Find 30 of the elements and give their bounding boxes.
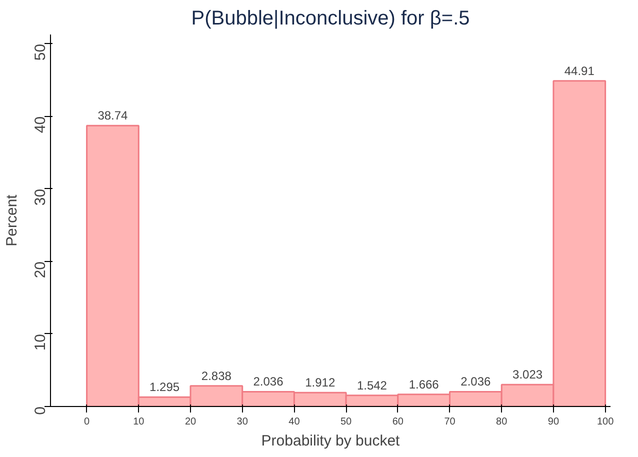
data-label: 2.838 xyxy=(201,368,232,383)
y-tick-label: 50 xyxy=(32,44,49,61)
data-label: 1.666 xyxy=(408,377,440,392)
data-label: 1.912 xyxy=(305,376,336,390)
x-tick-label: 40 xyxy=(288,416,300,428)
x-tick-label: 10 xyxy=(133,416,145,428)
data-label: 2.036 xyxy=(460,374,492,389)
data-label: 2.036 xyxy=(253,374,284,389)
data-label: 38.74 xyxy=(98,108,128,123)
x-axis-title: Probability by bucket xyxy=(261,432,401,450)
x-tick-label: 20 xyxy=(184,416,196,428)
y-tick-label: 10 xyxy=(32,334,49,351)
y-tick-label: 20 xyxy=(32,261,49,278)
data-label: 1.542 xyxy=(356,378,388,392)
chart-title: P(Bubble|Inconclusive) for β=.5 xyxy=(191,8,470,30)
x-tick-label: 70 xyxy=(444,416,456,428)
y-tick-label: 40 xyxy=(32,116,49,134)
y-axis-title: Percent xyxy=(4,194,20,246)
y-tick-label: 30 xyxy=(32,188,49,206)
data-label: 3.023 xyxy=(512,368,543,382)
x-tick-label: 100 xyxy=(596,416,614,428)
data-label: 1.295 xyxy=(150,380,180,394)
x-tick-label: 60 xyxy=(392,416,404,428)
x-tick-label: 50 xyxy=(340,416,352,428)
x-tick-label: 80 xyxy=(496,416,508,428)
x-tick-label: 0 xyxy=(84,416,90,428)
data-label: 44.91 xyxy=(564,64,595,78)
x-tick-label: 90 xyxy=(548,416,560,428)
x-tick-label: 30 xyxy=(236,416,248,428)
y-tick-label: 0 xyxy=(32,406,49,415)
